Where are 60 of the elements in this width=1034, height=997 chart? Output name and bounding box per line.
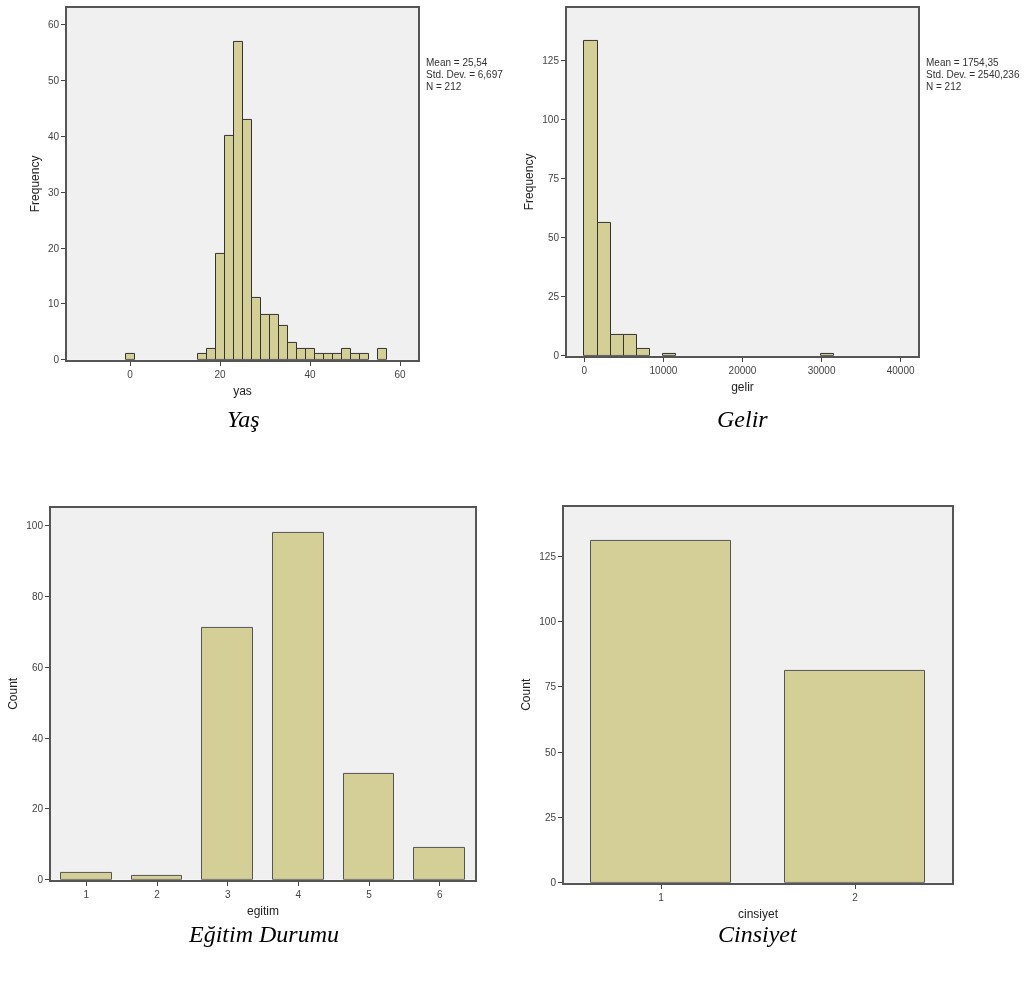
y-tick-label: 60 (31, 661, 44, 673)
y-tick-label: 25 (544, 811, 557, 823)
y-tick-label: 100 (26, 520, 44, 532)
text: Std. Dev. = 6,697 (426, 69, 504, 80)
y-axis-title: Count (6, 677, 21, 710)
y-tick-label: 0 (53, 354, 60, 366)
y-tick-label: 125 (539, 551, 557, 562)
x-tick-label: 0 (127, 368, 134, 380)
x-tick-label: 1 (83, 888, 90, 900)
x-tick-label: 5 (366, 888, 373, 900)
x-tick-label: 20 (214, 368, 226, 380)
y-tick-label: 20 (47, 242, 60, 254)
y-tick-label: 75 (544, 681, 557, 693)
x-axis-title: yas (233, 384, 252, 399)
y-axis-title: Frequency (522, 153, 537, 211)
text: Mean = 1754,35 (926, 57, 999, 68)
text: Mean = 25,54 (426, 57, 488, 68)
y-tick-label: 60 (47, 19, 60, 31)
y-tick-label: 20 (31, 803, 44, 815)
x-tick-label: 60 (394, 368, 406, 380)
x-tick-label: 10000 (649, 364, 678, 376)
x-tick-label: 2 (154, 888, 161, 900)
y-tick-label: 30 (47, 186, 60, 198)
x-tick-label: 30000 (807, 364, 836, 376)
y-axis-title: Frequency (27, 155, 42, 213)
y-tick-label: 125 (542, 54, 560, 66)
x-tick-label: 0 (581, 364, 588, 376)
text: N = 212 (926, 81, 962, 92)
y-tick-label: 40 (31, 732, 44, 744)
y-tick-label: 25 (547, 291, 560, 303)
y-tick-label: 80 (31, 590, 44, 602)
text: Eğitim Durumu (188, 921, 339, 947)
x-tick-label: 1 (658, 891, 665, 903)
y-tick-label: 100 (539, 616, 557, 628)
text: Gelir (717, 406, 769, 432)
x-tick-label: 3 (224, 888, 231, 900)
y-axis-title: Count (519, 678, 534, 711)
y-tick-label: 50 (544, 746, 557, 758)
x-tick-label: 40 (304, 368, 316, 380)
x-tick-label: 40000 (886, 364, 915, 376)
y-tick-label: 40 (47, 130, 60, 142)
text: N = 212 (426, 81, 462, 92)
text: Cinsiyet (718, 921, 798, 947)
x-tick-label: 2 (852, 891, 859, 903)
y-tick-label: 0 (550, 877, 557, 889)
y-tick-label: 0 (37, 874, 44, 886)
y-tick-label: 50 (547, 232, 560, 244)
x-axis-title: gelir (731, 380, 754, 395)
y-tick-label: 100 (542, 113, 560, 125)
y-tick-label: 0 (553, 350, 560, 362)
x-axis-title: cinsiyet (737, 907, 779, 922)
y-tick-label: 10 (47, 298, 60, 310)
text: Yaş (227, 406, 260, 432)
x-tick-label: 4 (295, 888, 302, 900)
x-tick-label: 6 (436, 888, 443, 900)
x-tick-label: 20000 (728, 364, 757, 376)
x-axis-title: egitim (246, 904, 280, 919)
y-tick-label: 50 (47, 75, 60, 87)
y-tick-label: 75 (547, 172, 560, 184)
text: Std. Dev. = 2540,236 (926, 69, 1020, 80)
